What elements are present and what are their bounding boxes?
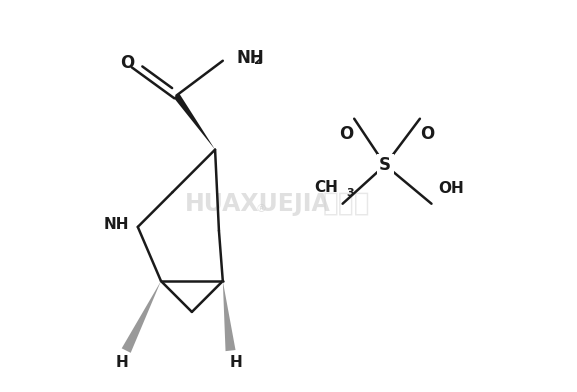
Text: 化学加: 化学加 [323, 191, 370, 217]
Text: H: H [230, 355, 243, 370]
Text: 3: 3 [346, 188, 354, 198]
Text: ®: ® [256, 204, 267, 214]
Text: O: O [339, 125, 354, 143]
Text: H: H [116, 355, 129, 370]
Text: HUAXUEJIA: HUAXUEJIA [185, 192, 331, 216]
Polygon shape [174, 94, 215, 150]
Text: OH: OH [439, 181, 464, 196]
Text: 2: 2 [254, 54, 263, 67]
Text: O: O [421, 125, 434, 143]
Polygon shape [122, 281, 161, 353]
Text: S: S [379, 156, 391, 174]
Text: NH: NH [237, 49, 264, 67]
Text: O: O [120, 54, 134, 72]
Text: CH: CH [314, 180, 338, 195]
Polygon shape [223, 281, 235, 351]
Text: NH: NH [104, 218, 129, 232]
